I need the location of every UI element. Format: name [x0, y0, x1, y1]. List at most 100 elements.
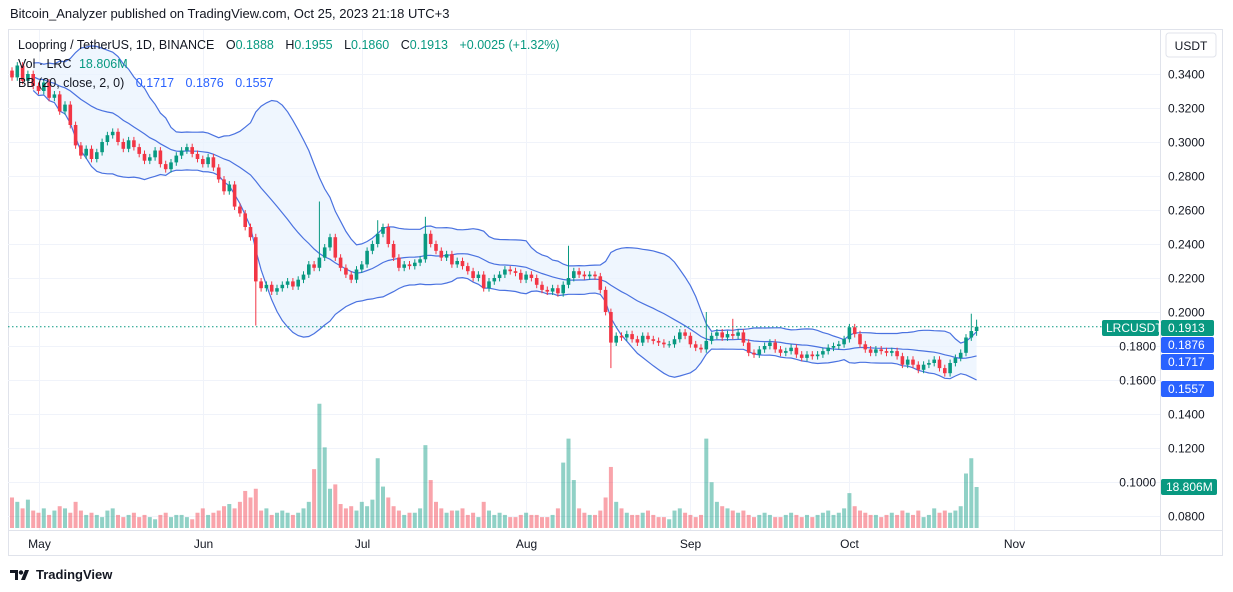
- volume-bar: [487, 510, 491, 528]
- volume-bar: [624, 512, 629, 528]
- candle-body: [52, 94, 57, 98]
- volume-bars: [10, 403, 979, 528]
- time-axis[interactable]: May Jun Jul Aug Sep Oct Nov: [28, 537, 1025, 551]
- volume-bar: [730, 510, 735, 528]
- price-tags: LRCUSDT 0.1913 0.1876 0.1717 0.1557 18.806M: [1102, 320, 1217, 495]
- candle-body: [736, 332, 740, 336]
- price-tick-label: 0.2400: [1168, 238, 1205, 252]
- candle-body: [943, 368, 947, 374]
- candle-body: [105, 135, 110, 142]
- candle-body: [216, 167, 221, 180]
- candle-body: [704, 340, 709, 350]
- candle-body: [428, 233, 433, 244]
- volume-bar: [89, 512, 94, 528]
- candle-body: [646, 335, 650, 340]
- volume-bar: [683, 512, 688, 528]
- open-value: 0.1888: [235, 38, 274, 52]
- volume-bar: [147, 517, 152, 528]
- volume-bar: [603, 497, 608, 528]
- candle-body: [534, 278, 539, 285]
- symbol-tag: LRCUSDT: [1106, 321, 1163, 335]
- candle-body: [450, 254, 454, 265]
- candle-body: [678, 332, 682, 340]
- candle-body: [863, 344, 868, 350]
- candle-body: [540, 284, 544, 290]
- volume-bar: [598, 510, 603, 528]
- volume-bar: [306, 501, 311, 528]
- volume-bar: [677, 508, 682, 528]
- price-tick-label: 0.1600: [1119, 374, 1156, 388]
- volume-bar: [656, 517, 661, 528]
- currency-button[interactable]: [1165, 32, 1217, 58]
- candle-body: [693, 344, 698, 348]
- candle-body: [312, 264, 316, 268]
- volume-bar: [322, 447, 327, 528]
- candle-body: [529, 274, 534, 278]
- volume-legend[interactable]: Vol · LRC 18.806M: [18, 55, 560, 74]
- volume-bar: [736, 512, 741, 528]
- volume-bar: [783, 514, 788, 528]
- volume-bar: [942, 510, 947, 528]
- time-tick-label: Sep: [680, 537, 702, 551]
- candle-body: [280, 284, 285, 289]
- candle-body: [354, 269, 359, 280]
- volume-bar: [863, 512, 868, 528]
- candle-body: [163, 164, 168, 170]
- candle-body: [784, 351, 788, 353]
- candle-body: [731, 334, 735, 336]
- candle-body: [110, 131, 115, 136]
- candle-body: [709, 335, 714, 341]
- volume-bar: [10, 497, 14, 528]
- candle-body: [492, 278, 497, 282]
- volume-bar: [688, 514, 693, 528]
- volume-bar: [561, 462, 566, 528]
- candle-body: [328, 237, 332, 248]
- tradingview-logo[interactable]: TradingView: [10, 567, 112, 582]
- candle-body: [921, 364, 926, 370]
- candle-body: [269, 284, 274, 292]
- candle-body: [333, 237, 338, 258]
- candle-body: [153, 150, 157, 158]
- candle-body: [57, 94, 62, 112]
- volume-bar: [502, 514, 507, 528]
- candle-body: [95, 152, 99, 159]
- candle-body: [174, 155, 179, 163]
- volume-bar: [137, 517, 142, 528]
- candle-body: [397, 257, 401, 268]
- candle-body: [344, 267, 348, 275]
- candle-body: [821, 351, 825, 355]
- candle-body: [391, 244, 396, 258]
- symbol-legend[interactable]: Loopring / TetherUS, 1D, BINANCE O0.1888…: [18, 36, 560, 55]
- candle-body: [969, 331, 974, 338]
- candle-body: [142, 153, 147, 161]
- volume-bar: [889, 512, 894, 528]
- volume-bar: [248, 497, 253, 528]
- volume-bar: [545, 517, 550, 528]
- candle-body: [773, 342, 777, 350]
- candle-body: [662, 342, 666, 345]
- volume-bar: [386, 497, 391, 528]
- candle-body: [614, 335, 618, 343]
- volume-bar: [852, 506, 857, 528]
- price-axis[interactable]: 0.3400 0.3200 0.3000 0.2800 0.2600 0.2400 0.22…: [1119, 68, 1205, 524]
- candle-body: [243, 213, 247, 227]
- candle-body: [905, 359, 910, 365]
- candle-body: [651, 339, 656, 341]
- volume-bar: [720, 506, 725, 528]
- volume-value: 18.806M: [78, 57, 128, 71]
- volume-bar: [290, 514, 295, 528]
- volume-bar: [529, 514, 534, 528]
- candle-body: [561, 284, 565, 294]
- change-value: +0.0025 (+1.32%): [459, 38, 560, 52]
- bb-legend[interactable]: BB (20, close, 2, 0) 0.1717 0.1876 0.155…: [18, 74, 560, 93]
- volume-label: Vol · LRC: [18, 57, 72, 71]
- volume-bar: [481, 501, 486, 528]
- price-tick-label: 0.2000: [1168, 306, 1205, 320]
- volume-bar: [216, 510, 221, 528]
- volume-bar: [269, 514, 274, 528]
- volume-bar: [492, 514, 497, 528]
- volume-bar: [63, 508, 67, 528]
- volume-bar: [179, 514, 184, 528]
- candle-body: [190, 147, 194, 154]
